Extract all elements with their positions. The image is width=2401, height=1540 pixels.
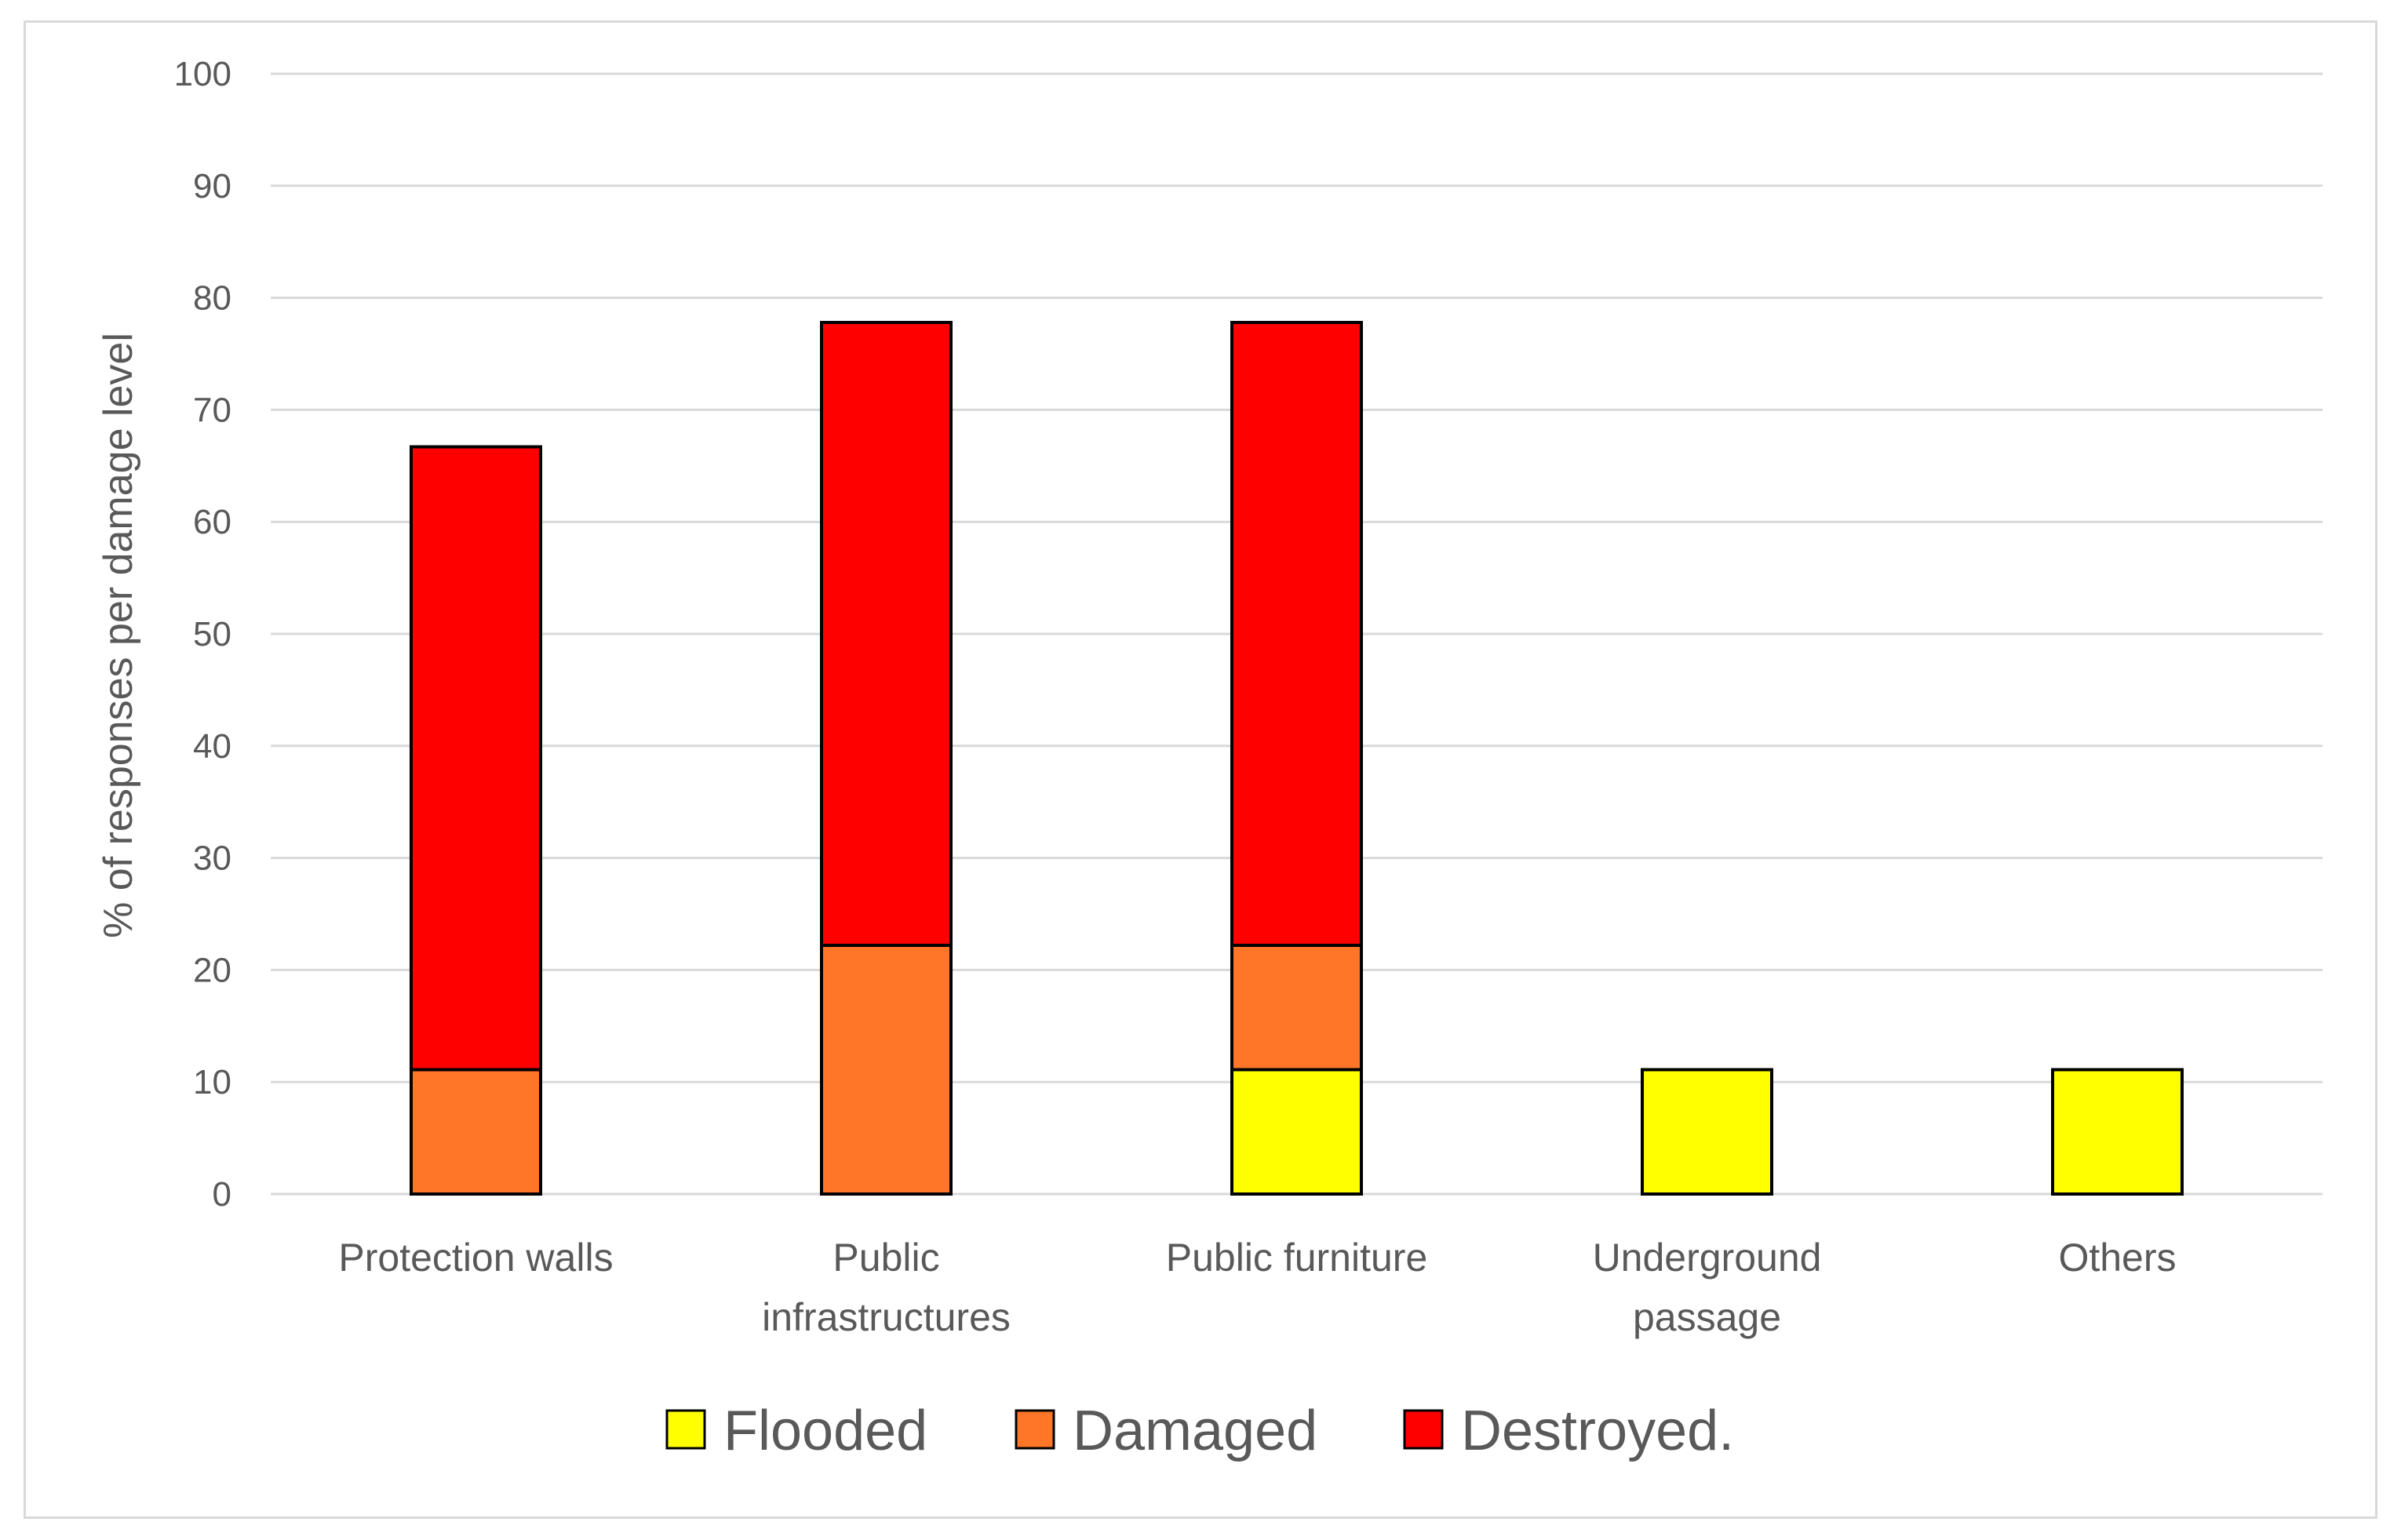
legend-label: Destroyed.	[1461, 1400, 1734, 1462]
bar-segment-damaged	[1230, 943, 1363, 1072]
y-tick-label: 40	[193, 727, 231, 766]
legend-swatch	[665, 1409, 706, 1450]
legend: Flooded Damaged Destroyed.	[665, 1400, 1734, 1462]
bar-segment-flooded	[1230, 1068, 1363, 1196]
bar-segment-destroyed	[820, 321, 953, 947]
bar-segment-flooded	[2051, 1068, 2184, 1196]
y-tick-label: 60	[193, 503, 231, 541]
y-tick-label: 80	[193, 279, 231, 318]
gridlines	[271, 72, 2323, 1196]
bar-segment-damaged	[410, 1068, 542, 1196]
x-category-label: Others	[2058, 1236, 2176, 1280]
y-tick-label: 100	[174, 55, 231, 93]
y-tick-label: 0	[213, 1175, 231, 1214]
bar-segment-damaged	[820, 943, 953, 1196]
x-category-line: passage	[1633, 1295, 1781, 1339]
y-tick-label: 70	[193, 391, 231, 429]
bar-segment-flooded	[1641, 1068, 1773, 1196]
x-category-label: Public infrastructures	[762, 1236, 1011, 1339]
x-category-line: Public	[833, 1236, 939, 1280]
y-tick-label: 10	[193, 1063, 231, 1101]
x-category-line: Others	[2058, 1236, 2176, 1280]
y-tick-label: 50	[193, 615, 231, 653]
x-category-line: Underground	[1593, 1236, 1822, 1280]
y-axis-label: % of responses per damage level	[96, 333, 141, 938]
x-category-label: Protection walls	[338, 1236, 613, 1280]
legend-label: Flooded	[723, 1400, 927, 1462]
y-axis-ticks: 0 10 20 30 40 50 60 70 80 90 100	[174, 55, 231, 1214]
bar-segment-destroyed	[1230, 321, 1363, 947]
x-category-line: Protection walls	[338, 1236, 613, 1280]
y-tick-label: 30	[193, 839, 231, 878]
x-axis-categories: Protection walls Public infrastructuresPub…	[338, 1236, 2176, 1339]
x-category-label: Underground passage	[1593, 1236, 1822, 1339]
x-category-line: Public furniture	[1166, 1236, 1428, 1280]
y-tick-label: 20	[193, 951, 231, 989]
bars	[410, 321, 2184, 1196]
x-category-line: infrastructures	[762, 1295, 1011, 1339]
legend-swatch	[1015, 1409, 1055, 1450]
bar-segment-destroyed	[410, 445, 542, 1072]
legend-swatch	[1403, 1409, 1444, 1450]
legend-label: Damaged	[1073, 1400, 1317, 1462]
y-tick-label: 90	[193, 167, 231, 206]
x-category-label: Public furniture	[1166, 1236, 1428, 1280]
